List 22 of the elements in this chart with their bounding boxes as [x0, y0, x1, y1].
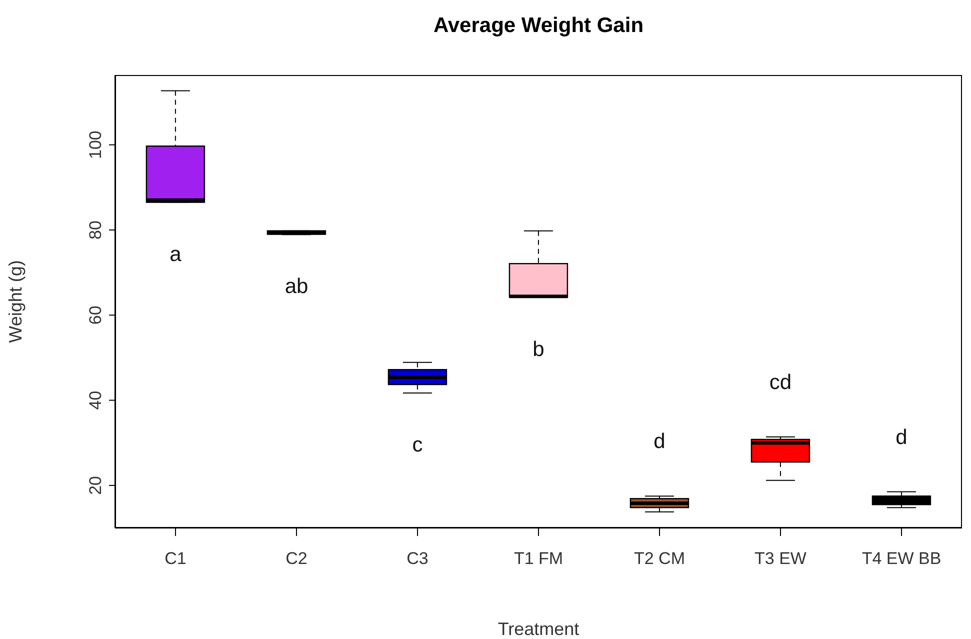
annotation: c	[412, 434, 423, 457]
y-axis-title: Weight (g)	[5, 260, 26, 343]
annotation: d	[654, 430, 666, 454]
x-tick-label: T3 EW	[754, 549, 806, 568]
annotation: ab	[284, 275, 308, 298]
x-tick-label: T2 CM	[634, 549, 685, 568]
x-tick-label: C2	[286, 549, 308, 568]
x-tick-label: C1	[164, 549, 186, 568]
y-tick-label: 100	[86, 130, 105, 160]
chart-title: Average Weight Gain	[432, 14, 645, 38]
annotation: d	[896, 426, 908, 449]
y-tick-label: 80	[86, 220, 105, 240]
y-tick-label: 60	[86, 306, 105, 325]
x-tick-label: T1 FM	[514, 549, 564, 568]
x-axis-title: Treatment	[498, 619, 580, 639]
annotation: cd	[769, 370, 792, 394]
annotation: a	[170, 242, 182, 266]
x-tick-label: C3	[406, 549, 428, 568]
x-tick-label: T4 EW BB	[862, 549, 942, 568]
annotation: b	[532, 338, 544, 361]
y-tick-label: 20	[86, 476, 105, 495]
y-tick-label: 40	[86, 390, 105, 410]
